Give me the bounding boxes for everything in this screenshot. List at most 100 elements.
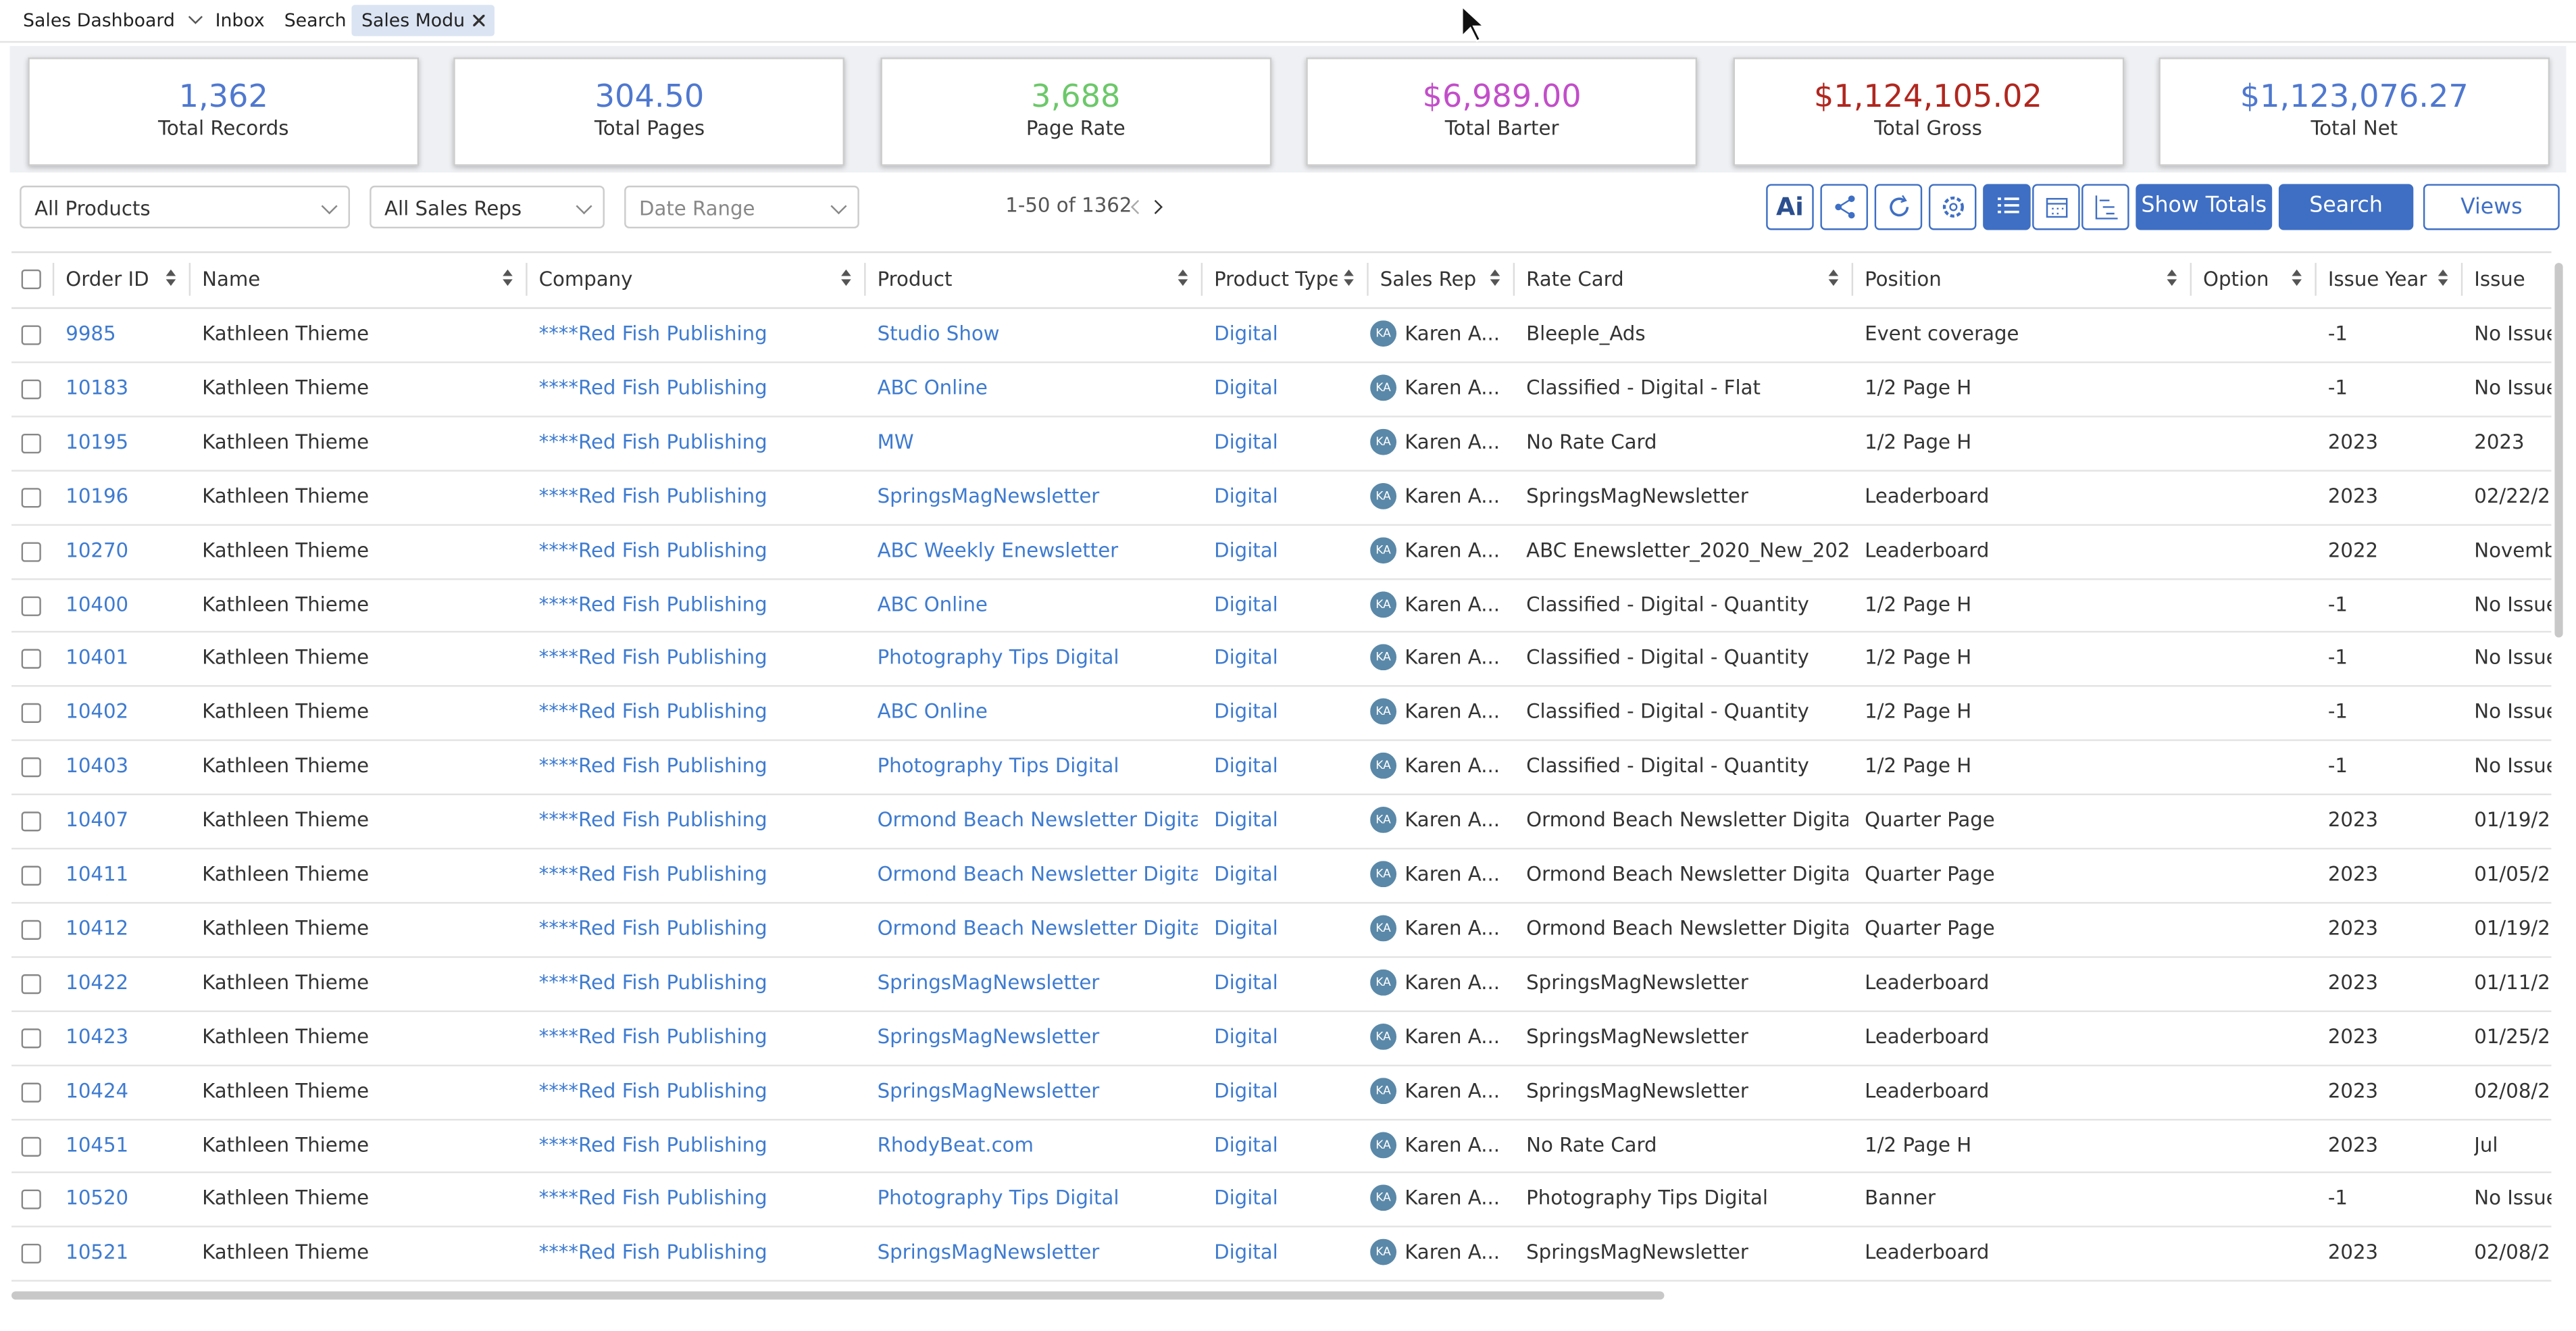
share-button[interactable] [1820,184,1868,230]
row-checkbox[interactable] [21,1136,41,1156]
table-cell[interactable]: ****Red Fish Publishing [538,1078,767,1102]
column-header[interactable]: Position [1865,268,1942,291]
table-cell[interactable]: Digital [1214,646,1278,670]
table-cell[interactable]: ABC Weekly Enewsletter [877,538,1119,561]
table-cell[interactable]: ****Red Fish Publishing [538,322,767,345]
table-cell[interactable]: ABC Online [877,592,988,616]
sort-icon[interactable] [1828,268,1839,287]
table-cell[interactable]: 10423 [66,1024,129,1048]
h-scrollbar[interactable] [11,1291,1665,1300]
table-cell[interactable]: ****Red Fish Publishing [538,916,767,940]
table-cell[interactable]: ****Red Fish Publishing [538,1240,767,1264]
table-cell[interactable]: Digital [1214,700,1278,724]
refresh-button[interactable] [1874,184,1923,230]
table-cell[interactable]: 10401 [66,646,129,670]
table-cell[interactable]: ****Red Fish Publishing [538,808,767,832]
sort-icon[interactable] [2438,268,2448,287]
table-cell[interactable]: ****Red Fish Publishing [538,646,767,670]
row-checkbox[interactable] [21,865,41,886]
table-cell[interactable]: Digital [1214,754,1278,778]
column-header[interactable]: Option [2203,268,2269,291]
table-cell[interactable]: 10400 [66,592,129,616]
table-cell[interactable]: ****Red Fish Publishing [538,484,767,507]
table-cell[interactable]: ****Red Fish Publishing [538,862,767,886]
column-header[interactable]: Issue [2474,268,2525,291]
page-arrows[interactable] [1127,197,1173,217]
tab[interactable]: Sales Dashboard [13,5,214,36]
column-header[interactable]: Company [538,268,633,291]
table-cell[interactable]: 10422 [66,970,129,994]
table-cell[interactable]: 10195 [66,430,129,453]
table-cell[interactable]: RhodyBeat.com [877,1132,1034,1156]
sort-icon[interactable] [1178,268,1188,287]
row-checkbox[interactable] [21,649,41,670]
table-cell[interactable]: 10451 [66,1132,129,1156]
table-cell[interactable]: Digital [1214,1132,1278,1156]
table-cell[interactable]: SpringsMagNewsletter [877,1078,1100,1102]
table-cell[interactable]: Digital [1214,430,1278,453]
table-cell[interactable]: Ormond Beach Newsletter Digital [877,862,1198,886]
row-checkbox[interactable] [21,1082,41,1102]
column-header[interactable]: Name [202,268,261,291]
table-cell[interactable]: ****Red Fish Publishing [538,538,767,561]
tab[interactable]: Sales Modu [351,5,495,36]
table-cell[interactable]: 10520 [66,1186,129,1210]
row-checkbox[interactable] [21,920,41,940]
table-cell[interactable]: ****Red Fish Publishing [538,970,767,994]
v-scrollbar[interactable] [2554,263,2563,638]
calendar-view-button[interactable] [2032,184,2080,230]
row-checkbox[interactable] [21,541,41,561]
table-cell[interactable]: 10196 [66,484,129,507]
row-checkbox[interactable] [21,1028,41,1048]
column-header[interactable]: Rate Card [1526,268,1624,291]
table-cell[interactable]: Ormond Beach Newsletter Digital [877,916,1198,940]
column-header[interactable]: Product [877,268,953,291]
row-checkbox[interactable] [21,1190,41,1210]
table-cell[interactable]: Photography Tips Digital [877,754,1119,778]
gantt-view-button[interactable] [2081,184,2129,230]
row-checkbox[interactable] [21,703,41,724]
sort-icon[interactable] [1490,268,1500,287]
table-cell[interactable]: SpringsMagNewsletter [877,1024,1100,1048]
table-cell[interactable]: ABC Online [877,700,988,724]
table-cell[interactable]: 10411 [66,862,129,886]
sort-icon[interactable] [1344,268,1354,287]
row-checkbox[interactable] [21,325,41,345]
table-cell[interactable]: Photography Tips Digital [877,646,1119,670]
row-checkbox[interactable] [21,595,41,616]
row-checkbox[interactable] [21,487,41,507]
row-checkbox[interactable] [21,379,41,399]
table-cell[interactable]: Digital [1214,916,1278,940]
table-cell[interactable]: Digital [1214,1024,1278,1048]
table-cell[interactable]: ****Red Fish Publishing [538,754,767,778]
table-cell[interactable]: ****Red Fish Publishing [538,700,767,724]
table-cell[interactable]: Digital [1214,808,1278,832]
column-header[interactable]: Order ID [66,268,149,291]
row-checkbox[interactable] [21,433,41,453]
table-cell[interactable]: 10402 [66,700,129,724]
table-cell[interactable]: Digital [1214,1186,1278,1210]
tab-close[interactable] [473,14,485,26]
table-cell[interactable]: ****Red Fish Publishing [538,1024,767,1048]
table-cell[interactable]: Digital [1214,376,1278,399]
table-cell[interactable]: ****Red Fish Publishing [538,430,767,453]
select-all-checkbox[interactable] [21,269,41,289]
sort-icon[interactable] [2292,268,2302,287]
table-cell[interactable]: 10407 [66,808,129,832]
table-cell[interactable]: 10412 [66,916,129,940]
table-cell[interactable]: 10270 [66,538,129,561]
table-cell[interactable]: ****Red Fish Publishing [538,592,767,616]
sort-icon[interactable] [841,268,851,287]
row-checkbox[interactable] [21,974,41,994]
list-view-button[interactable] [1983,184,2031,230]
views-button[interactable]: Views [2423,184,2560,230]
tab[interactable]: Inbox [215,9,265,32]
table-cell[interactable]: Digital [1214,592,1278,616]
table-cell[interactable]: ****Red Fish Publishing [538,1132,767,1156]
table-cell[interactable]: SpringsMagNewsletter [877,1240,1100,1264]
table-cell[interactable]: Studio Show [877,322,1000,345]
table-cell[interactable]: Digital [1214,484,1278,507]
column-header[interactable]: Issue Year [2327,268,2427,291]
table-cell[interactable]: Digital [1214,1078,1278,1102]
table-cell[interactable]: Digital [1214,322,1278,345]
